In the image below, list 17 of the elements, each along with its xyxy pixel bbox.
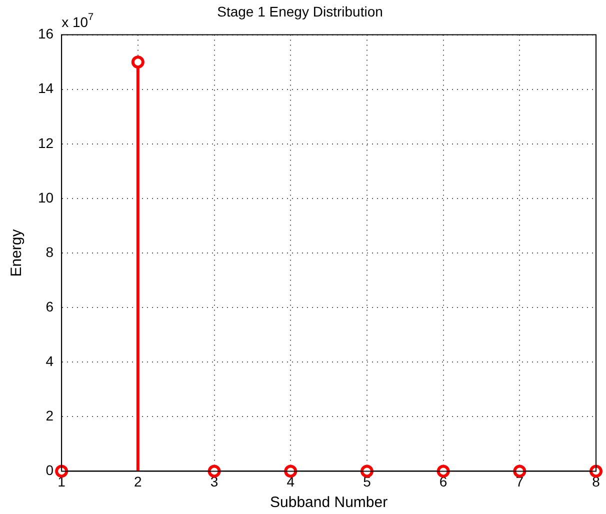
x-tick-label: 5 — [363, 473, 372, 490]
y-tick-label: 14 — [38, 80, 54, 96]
x-axis-title: Subband Number — [270, 494, 388, 512]
y-tick-label: 6 — [46, 298, 54, 314]
x-tick-label: 4 — [286, 473, 295, 490]
y-tick-label: 10 — [38, 189, 54, 206]
y-tick-label: 2 — [46, 408, 54, 424]
x-tick-label: 6 — [439, 473, 448, 490]
y-tick-label: 12 — [38, 134, 54, 151]
y-tick-label: 4 — [46, 352, 54, 369]
y-axis-title: Energy — [8, 228, 26, 277]
x-tick-label: 1 — [58, 473, 66, 490]
x-tick-label: 2 — [134, 473, 142, 490]
y-tick-label: 0 — [46, 462, 54, 478]
chart-title: Stage 1 Enegy Distribution — [217, 3, 383, 20]
y-tick-label: 16 — [38, 26, 54, 42]
y-tick-label: 8 — [46, 244, 54, 260]
